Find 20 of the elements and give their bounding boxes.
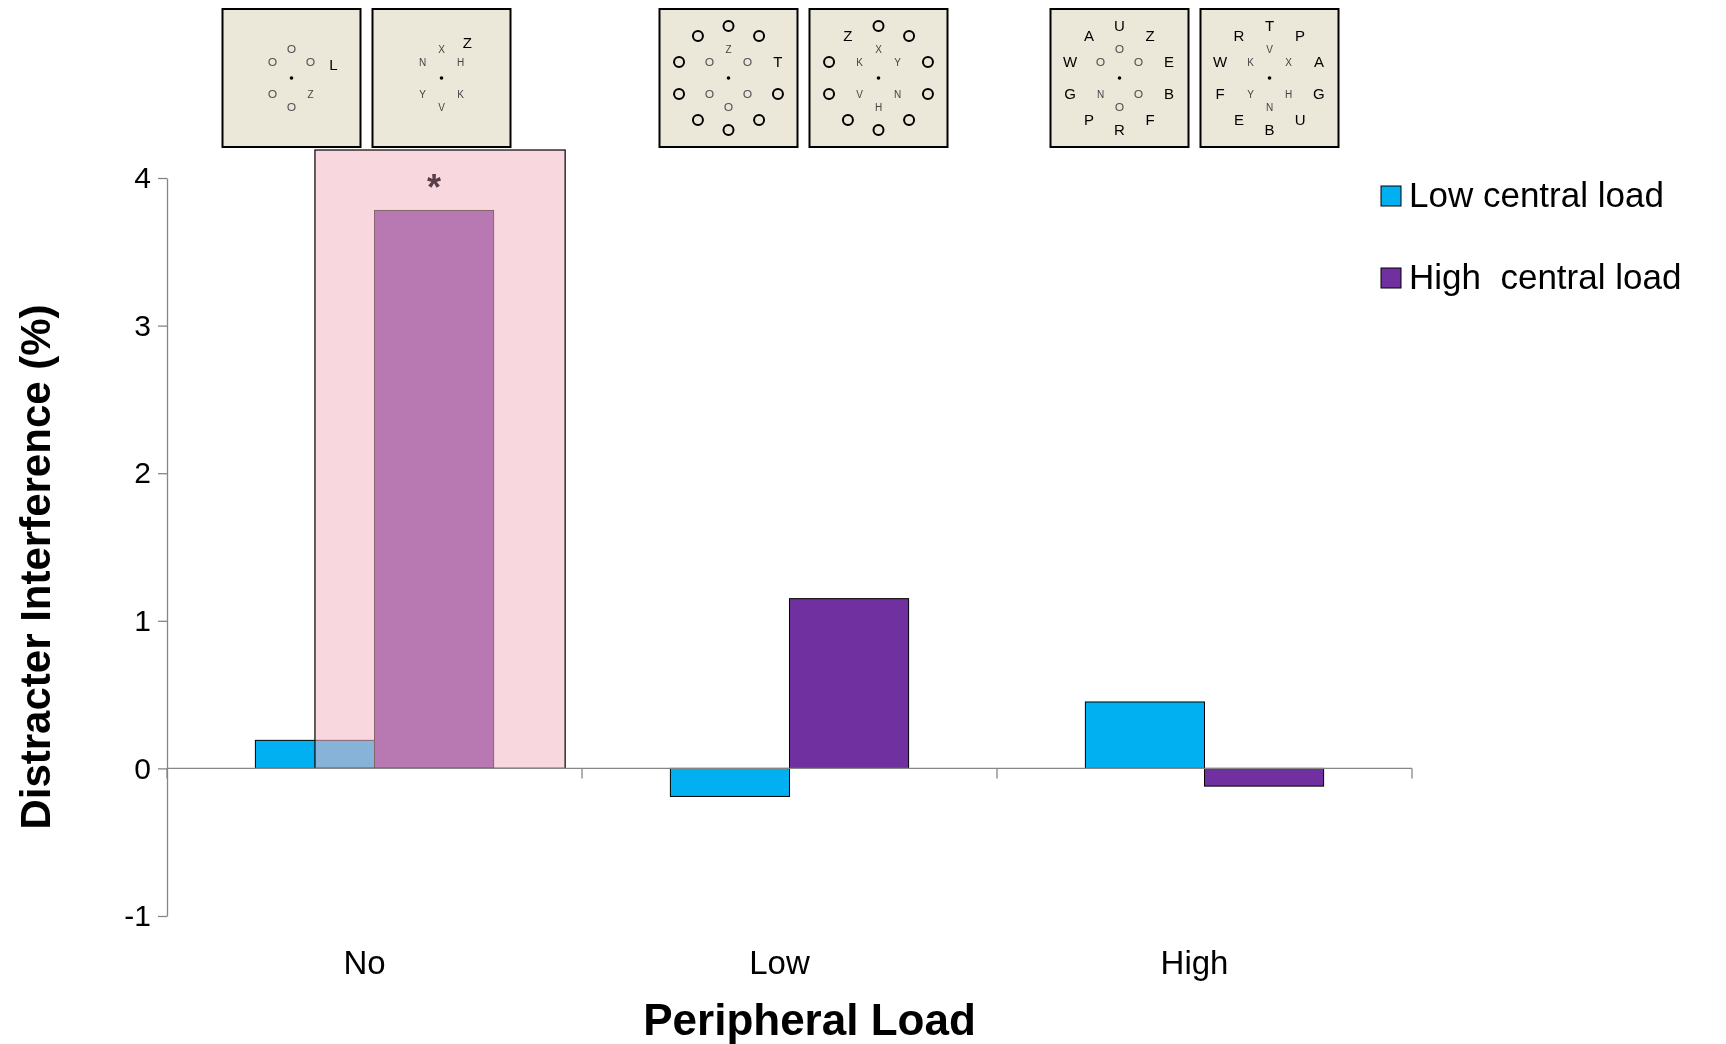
x-tick-label: No (343, 944, 386, 981)
y-tick-label: 0 (134, 751, 151, 785)
y-tick-label: 4 (134, 161, 151, 195)
y-tick-label: 3 (134, 308, 151, 342)
y-axis-title: Distracter Interference (%) (12, 304, 59, 830)
x-axis-title: Peripheral Load (643, 995, 976, 1044)
y-tick-label: 2 (134, 456, 151, 490)
stimulus-display-icon: A U Z W E G N B P R F (1049, 8, 1190, 148)
x-tick-label: High (1160, 944, 1229, 981)
stimulus-display-icon: Z X K Y V N H (808, 8, 949, 148)
legend-label: High central load (1409, 257, 1682, 296)
x-tick-label: Low (749, 944, 810, 981)
stimulus-display-icon: L Z (221, 8, 362, 148)
y-tick-label: 1 (134, 603, 151, 637)
stimulus-display-icon: W R K T V X P A F E Y N B H U G (1199, 8, 1340, 148)
y-tick-label: -1 (124, 899, 151, 933)
legend-label: Low central load (1409, 175, 1664, 214)
band-label: * (427, 167, 442, 208)
stimulus-display-icon: Z T (658, 8, 799, 148)
stimulus-display-icon: X Z N H Y K V (371, 8, 512, 148)
